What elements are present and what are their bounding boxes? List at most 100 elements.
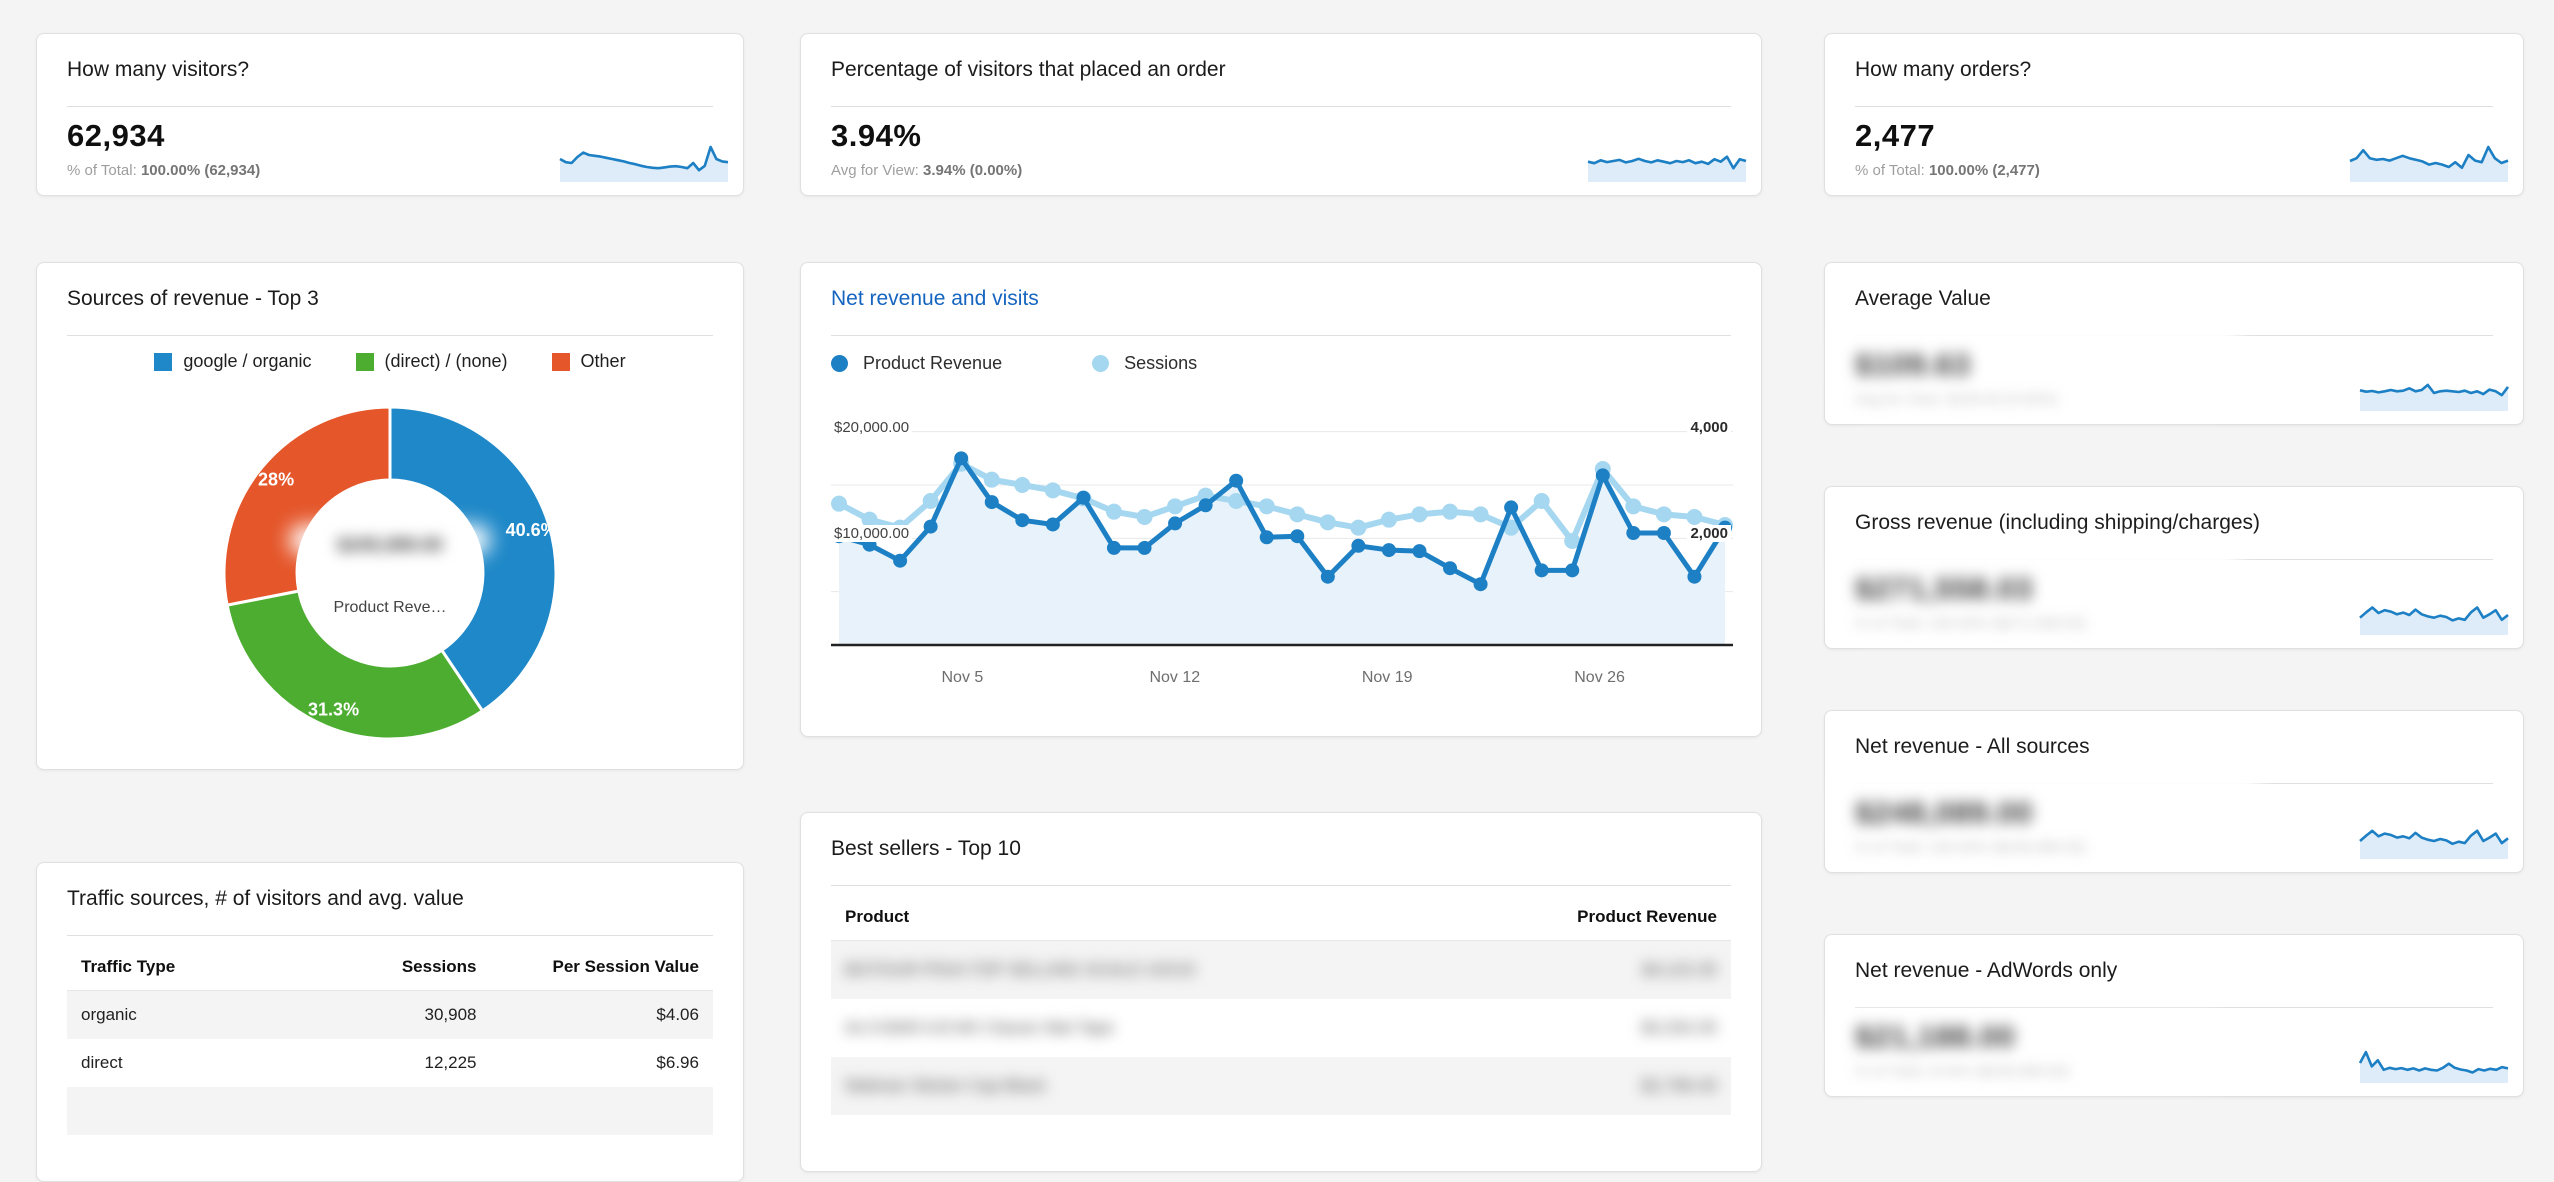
kpi-caption-label: Avg for View: — [831, 162, 919, 179]
redaction-blob — [290, 525, 490, 555]
kpi-caption-value: 100.00% (2,477) — [1928, 162, 2040, 179]
sessions-point — [1625, 498, 1642, 515]
sparkline-chart — [2359, 606, 2509, 635]
product-revenue-point — [923, 519, 938, 534]
product-revenue-point — [1320, 569, 1335, 584]
net-revenue-visits-chart — [831, 431, 1733, 647]
product-revenue-point — [1595, 468, 1610, 483]
product-revenue-point — [1565, 563, 1580, 578]
kpi-card-gross-revenue: Gross revenue (including shipping/charge… — [1824, 486, 2524, 649]
sessions-point — [1105, 503, 1122, 520]
column-header: Product Revenue — [1577, 907, 1717, 926]
donut-slice-label: 40.6% — [506, 520, 557, 540]
sparkline-line — [2359, 606, 2509, 622]
product-revenue-line — [838, 455, 1728, 587]
kpi-caption: % of Total: 100.00% (2,477) — [1855, 162, 2040, 179]
divider — [67, 935, 713, 936]
table-cell-redacted: Walman Sticker Cap Black — [845, 1076, 1046, 1095]
sessions-point — [922, 493, 939, 509]
divider — [67, 335, 713, 336]
sessions-point — [1319, 514, 1336, 531]
best-sellers-table-header: Product Product Revenue — [831, 897, 1731, 941]
redaction-blob — [1839, 321, 2239, 407]
product-revenue-point — [1137, 540, 1152, 555]
sparkline-chart — [1587, 155, 1747, 182]
card-title: Percentage of visitors that placed an or… — [831, 58, 1226, 81]
table-cell-redacted: An 8 BAR A B MX Classic Mat Tape — [845, 1018, 1114, 1037]
sparkline-chart — [2349, 145, 2509, 182]
sparkline-line — [2359, 829, 2509, 846]
kpi-caption: % of Total: 100.00% (62,934) — [67, 162, 260, 179]
sparkline-area — [2360, 1052, 2508, 1083]
product-revenue-point — [1504, 500, 1519, 515]
product-revenue-point — [1106, 540, 1121, 555]
best-sellers-table: Product Product Revenue BGTOUR P5XA TOP S… — [831, 897, 1731, 1115]
sessions-point — [983, 471, 1000, 488]
card-title: How many visitors? — [67, 58, 250, 81]
legend-label: Product Revenue — [863, 353, 1003, 373]
net-revenue-title-link[interactable]: Net revenue and visits — [831, 287, 1039, 310]
kpi-value-redacted: $271,558.03 — [1855, 571, 2033, 606]
kpi-value-redacted: $109.63 — [1855, 347, 1971, 382]
card-title: Best sellers - Top 10 — [831, 837, 1021, 860]
sparkline-chart — [2359, 829, 2509, 859]
card-title: Average Value — [1855, 287, 1991, 310]
kpi-caption-label: % of Total: — [67, 162, 137, 179]
table-cell: 12,225 — [424, 1053, 477, 1072]
kpi-caption-redacted: % of Total: 100.00% ($271,558.03) — [1855, 615, 2086, 632]
sparkline-line — [559, 145, 729, 172]
product-revenue-point — [1412, 544, 1427, 559]
sessions-point — [1350, 519, 1367, 536]
sessions-point — [1380, 511, 1397, 528]
table-cell: organic — [81, 1005, 137, 1024]
legend-swatch — [154, 352, 173, 371]
traffic-table-body: organic 30,908 $4.06 direct 12,225 $6.96 — [67, 991, 713, 1087]
legend-swatch — [551, 352, 570, 371]
divider — [831, 885, 1731, 886]
kpi-card-visitors: How many visitors? 62,934 % of Total: 10… — [36, 33, 744, 196]
product-revenue-point — [1473, 577, 1488, 592]
kpi-card-net-revenue-adwords: Net revenue - AdWords only $21,188.00 % … — [1824, 934, 2524, 1097]
sparkline-line — [2359, 383, 2509, 397]
sparkline-line — [2349, 145, 2509, 170]
product-revenue-point — [1045, 517, 1060, 532]
donut-legend: google / organic (direct) / (none) Other — [37, 351, 743, 372]
product-revenue-point — [893, 553, 908, 568]
divider — [1855, 106, 2493, 107]
donut-chart: 40.6% 31.3% 28% — [222, 405, 558, 741]
card-title: Gross revenue (including shipping/charge… — [1855, 511, 2261, 534]
column-header: Per Session Value — [552, 957, 699, 976]
kpi-caption-redacted: % of Total: 8.54% ($248,089.00) — [1855, 1063, 2070, 1080]
kpi-value-redacted: $248,089.00 — [1855, 795, 2033, 830]
kpi-caption-redacted: Avg for View: $109.63 (0.00%) — [1855, 391, 2058, 408]
product-revenue-point — [1656, 526, 1671, 540]
divider — [831, 335, 1731, 336]
sessions-point — [1258, 498, 1275, 515]
table-cell: $6.96 — [656, 1053, 699, 1072]
kpi-value: 62,934 — [67, 118, 165, 153]
x-axis-label-nov12: Nov 12 — [1149, 669, 1201, 686]
x-axis-label-nov26: Nov 26 — [1574, 669, 1625, 686]
legend-label: Other — [580, 351, 626, 371]
table-row: BGTOUR P5XA TOP SELLING SCALD 10X15 $4,11… — [831, 941, 1731, 999]
table-card-best-sellers: Best sellers - Top 10 Product Product Rev… — [800, 812, 1762, 1172]
sessions-point — [1686, 509, 1703, 525]
sparkline-area — [560, 147, 728, 182]
table-row: organic 30,908 $4.06 — [67, 991, 713, 1039]
sessions-point — [1411, 506, 1428, 523]
donut-center-label: Product Reve… — [333, 599, 447, 616]
column-header: Product — [845, 907, 910, 926]
y-axis-label-left-20000: $20,000.00 — [831, 419, 913, 436]
line-chart-legend: Product Revenue Sessions — [831, 353, 1197, 374]
legend-item-product-revenue: Product Revenue — [831, 353, 1002, 374]
legend-dot — [1092, 355, 1110, 372]
y-axis-label-right-2000: 2,000 — [1687, 525, 1731, 542]
table-row-partial — [67, 1087, 713, 1135]
kpi-caption-label: % of Total: — [1855, 162, 1925, 179]
table-cell-redacted: BGTOUR P5XA TOP SELLING SCALD 10X15 — [845, 960, 1196, 979]
redaction-blob — [1839, 769, 2259, 855]
product-revenue-point — [1015, 513, 1030, 528]
sparkline-chart — [2359, 383, 2509, 411]
sessions-point — [1228, 493, 1245, 509]
legend-label: (direct) / (none) — [384, 351, 508, 371]
